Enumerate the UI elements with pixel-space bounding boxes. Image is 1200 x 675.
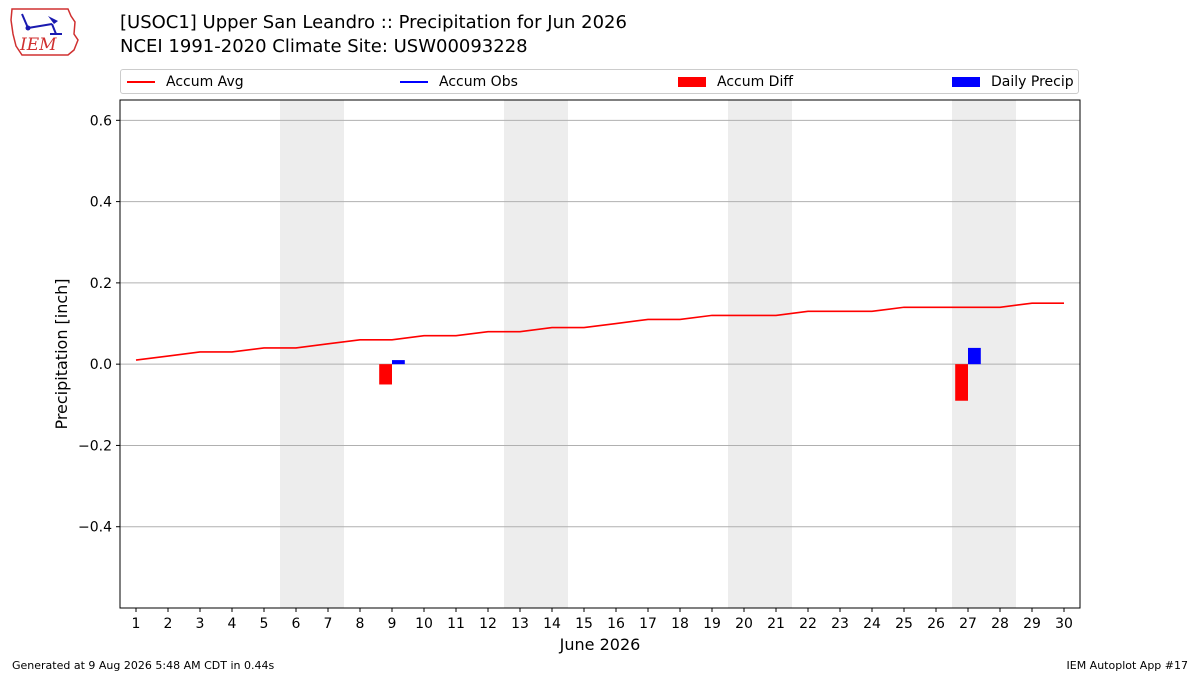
y-tick-label: −0.2	[78, 438, 112, 454]
x-tick-label: 1	[132, 616, 141, 632]
x-tick-label: 6	[292, 616, 301, 632]
x-tick-label: 9	[388, 616, 397, 632]
x-tick-label: 11	[447, 616, 465, 632]
chart-title: [USOC1] Upper San Leandro :: Precipitati…	[120, 12, 627, 33]
x-tick-label: 14	[543, 616, 561, 632]
weekend-shade-4	[952, 100, 1016, 608]
x-tick-label: 23	[831, 616, 849, 632]
legend-label-accum-obs: Accum Obs	[439, 73, 518, 90]
x-tick-label: 27	[959, 616, 977, 632]
x-tick-label: 30	[1055, 616, 1073, 632]
legend-item-accum-diff: Accum Diff	[678, 70, 793, 93]
x-tick-label: 20	[735, 616, 753, 632]
y-tick-label: 0.4	[90, 195, 112, 211]
x-tick-label: 13	[511, 616, 529, 632]
y-tick-label: −0.4	[78, 520, 112, 536]
legend-swatch-accum-obs	[400, 80, 428, 83]
legend-label-accum-diff: Accum Diff	[717, 73, 794, 90]
legend-label-accum-avg: Accum Avg	[166, 73, 244, 90]
iem-logo: IEM	[8, 6, 80, 62]
legend-swatch-accum-diff	[678, 76, 706, 87]
x-tick-label: 19	[703, 616, 721, 632]
x-tick-label: 8	[356, 616, 365, 632]
legend-item-daily-precip: Daily Precip	[952, 70, 1074, 93]
x-axis-label: June 2026	[559, 635, 641, 654]
legend-label-daily-precip: Daily Precip	[991, 73, 1074, 90]
x-tick-label: 21	[767, 616, 785, 632]
x-tick-label: 12	[479, 616, 497, 632]
x-tick-label: 2	[164, 616, 173, 632]
x-tick-label: 4	[228, 616, 237, 632]
x-tick-label: 25	[895, 616, 913, 632]
x-tick-label: 10	[415, 616, 433, 632]
x-tick-label: 26	[927, 616, 945, 632]
x-tick-label: 24	[863, 616, 881, 632]
x-tick-label: 28	[991, 616, 1009, 632]
chart-subtitle: NCEI 1991-2020 Climate Site: USW00093228	[120, 36, 528, 57]
y-tick-label: 0.0	[90, 357, 112, 373]
legend-item-accum-avg: Accum Avg	[127, 70, 244, 93]
chart-legend: Accum Avg Accum Obs Accum Diff Daily Pre…	[120, 69, 1079, 94]
x-tick-label: 16	[607, 616, 625, 632]
daily-precip-bar	[392, 360, 405, 365]
x-tick-label: 7	[324, 616, 333, 632]
accum-diff-bar	[955, 364, 968, 401]
app-label: IEM Autoplot App #17	[1066, 659, 1189, 672]
weekend-shade-2	[504, 100, 568, 608]
weekend-shade-1	[280, 100, 344, 608]
logo-text: IEM	[19, 35, 57, 55]
y-tick-label: 0.2	[90, 276, 112, 292]
accum-avg-line	[135, 302, 1064, 361]
x-tick-label: 3	[196, 616, 205, 632]
legend-swatch-accum-avg	[127, 80, 155, 83]
legend-swatch-daily-precip	[952, 76, 980, 87]
x-tick-label: 17	[639, 616, 657, 632]
weekend-shade-3	[728, 100, 792, 608]
plot-frame	[119, 99, 1081, 609]
daily-precip-bar	[968, 347, 981, 365]
y-tick-label: 0.6	[90, 113, 112, 129]
x-tick-label: 29	[1023, 616, 1041, 632]
x-tick-label: 22	[799, 616, 817, 632]
x-tick-label: 18	[671, 616, 689, 632]
y-axis-label: Precipitation [inch]	[52, 278, 71, 429]
x-tick-label: 15	[575, 616, 593, 632]
generated-timestamp: Generated at 9 Aug 2026 5:48 AM CDT in 0…	[12, 659, 275, 672]
x-tick-label: 5	[260, 616, 269, 632]
legend-item-accum-obs: Accum Obs	[400, 70, 518, 93]
accum-diff-bar	[379, 364, 392, 385]
